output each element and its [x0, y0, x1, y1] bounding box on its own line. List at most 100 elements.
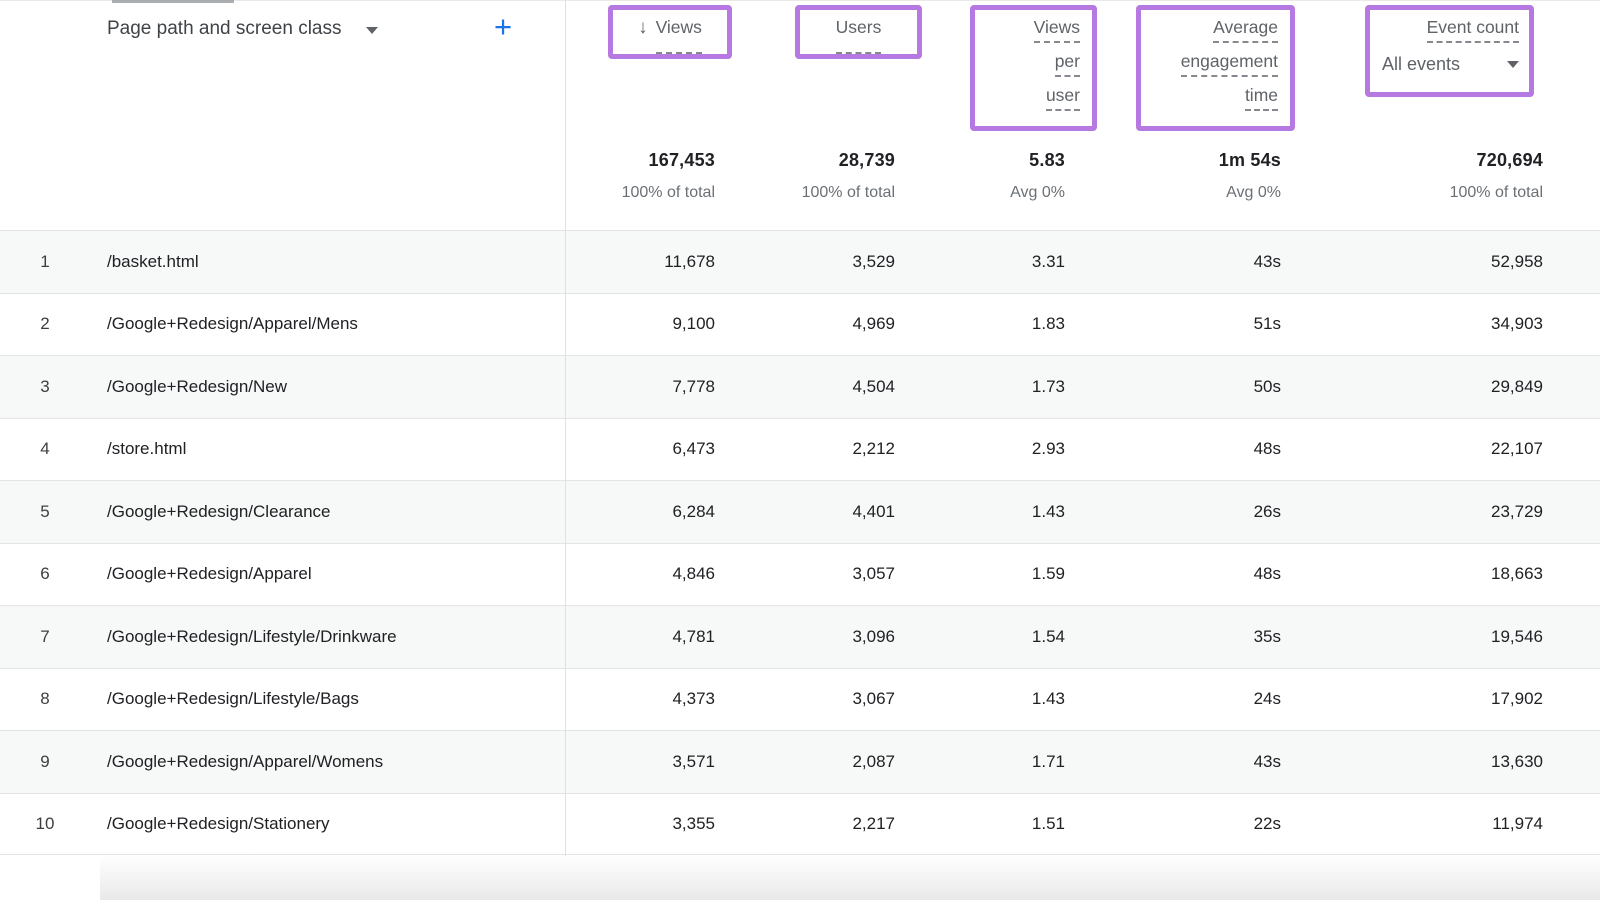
- row-rank: 10: [35, 813, 55, 833]
- cell-views-per-user: 1.71: [1031, 751, 1065, 771]
- total-users-subtext: 100% of total: [801, 184, 895, 201]
- sort-descending-icon[interactable]: ↓: [638, 17, 648, 38]
- total-avg-engagement-time: 1m 54s Avg 0%: [1065, 150, 1281, 202]
- table-row[interactable]: 7 /Google+Redesign/Lifestyle/Drinkware 4…: [0, 605, 1600, 668]
- row-rank: 5: [40, 501, 50, 521]
- cell-views-per-user: 1.83: [1031, 314, 1065, 334]
- cell-page-path[interactable]: /Google+Redesign/Apparel/Mens: [107, 314, 358, 334]
- views-per-user-column-header-highlight[interactable]: Views per user: [970, 5, 1097, 131]
- event-filter-value[interactable]: All events: [1382, 54, 1461, 74]
- row-rank: 9: [40, 751, 50, 771]
- total-users-value: 28,739: [838, 150, 895, 170]
- row-rank: 3: [40, 376, 50, 396]
- views-per-user-label-line2[interactable]: per: [1054, 51, 1080, 77]
- event-count-column-label[interactable]: Event count: [1426, 17, 1519, 43]
- event-filter-dropdown[interactable]: All events: [1382, 54, 1519, 75]
- cell-event-count: 17,902: [1491, 689, 1543, 709]
- cell-views: 3,355: [672, 813, 715, 833]
- cell-avg-engagement-time: 48s: [1253, 564, 1281, 584]
- avg-engagement-time-label-line2[interactable]: engagement: [1180, 51, 1278, 77]
- cell-views: 3,571: [672, 751, 715, 771]
- views-column-header-highlight[interactable]: ↓ Views: [608, 5, 732, 59]
- cell-avg-engagement-time: 26s: [1253, 501, 1281, 521]
- cell-event-count: 34,903: [1491, 314, 1543, 334]
- table-row[interactable]: 1 /basket.html 11,678 3,529 3.31 43s 52,…: [0, 230, 1600, 293]
- table-header: Page path and screen class + ↓ Views Use…: [0, 0, 1600, 230]
- total-avg-engagement-time-value: 1m 54s: [1218, 150, 1281, 170]
- cell-page-path[interactable]: /Google+Redesign/New: [107, 376, 288, 396]
- row-rank: 1: [40, 251, 50, 271]
- dimension-header-label[interactable]: Page path and screen class: [107, 18, 342, 39]
- cell-users: 4,969: [852, 314, 895, 334]
- cell-users: 2,087: [852, 751, 895, 771]
- cell-users: 3,057: [852, 564, 895, 584]
- cell-page-path[interactable]: /store.html: [107, 439, 187, 459]
- row-rank: 4: [40, 439, 50, 459]
- users-column-header-highlight[interactable]: Users: [795, 5, 922, 59]
- table-row[interactable]: 10 /Google+Redesign/Stationery 3,355 2,2…: [0, 792, 1600, 855]
- cell-users: 3,529: [852, 251, 895, 271]
- cell-page-path[interactable]: /Google+Redesign/Apparel/Womens: [107, 751, 384, 771]
- avg-engagement-time-label-line1[interactable]: Average: [1213, 17, 1278, 43]
- chevron-down-icon[interactable]: [365, 27, 378, 34]
- add-dimension-button[interactable]: +: [494, 9, 513, 44]
- cell-views: 11,678: [664, 251, 715, 271]
- cell-event-count: 52,958: [1491, 251, 1543, 271]
- table-row[interactable]: 4 /store.html 6,473 2,212 2.93 48s 22,10…: [0, 417, 1600, 480]
- cell-users: 2,212: [852, 439, 895, 459]
- table-row[interactable]: 9 /Google+Redesign/Apparel/Womens 3,571 …: [0, 730, 1600, 793]
- totals-row: 167,453 100% of total 28,739 100% of tot…: [0, 150, 1600, 202]
- views-column-label[interactable]: Views: [655, 17, 702, 54]
- row-rank: 7: [40, 626, 50, 646]
- cell-views: 9,100: [672, 314, 715, 334]
- avg-engagement-time-label-line3[interactable]: time: [1244, 85, 1278, 111]
- cell-page-path[interactable]: /Google+Redesign/Apparel: [107, 564, 312, 584]
- cell-page-path[interactable]: /Google+Redesign/Clearance: [107, 501, 331, 521]
- total-users: 28,739 100% of total: [715, 150, 895, 202]
- cell-page-path[interactable]: /Google+Redesign/Lifestyle/Bags: [107, 689, 359, 709]
- table-row[interactable]: 6 /Google+Redesign/Apparel 4,846 3,057 1…: [0, 542, 1600, 605]
- avg-engagement-time-column-header-highlight[interactable]: Average engagement time: [1136, 5, 1295, 131]
- cell-avg-engagement-time: 43s: [1253, 751, 1281, 771]
- cell-users: 3,096: [852, 626, 895, 646]
- dimension-header[interactable]: Page path and screen class: [107, 18, 378, 40]
- top-divider-segment: [112, 0, 234, 3]
- cell-views-per-user: 1.59: [1031, 564, 1065, 584]
- total-views: 167,453 100% of total: [565, 150, 715, 202]
- cell-views: 6,284: [672, 501, 715, 521]
- cell-views-per-user: 3.31: [1031, 251, 1065, 271]
- views-per-user-label-line1[interactable]: Views: [1033, 17, 1080, 43]
- cell-avg-engagement-time: 22s: [1253, 813, 1281, 833]
- cell-event-count: 23,729: [1491, 501, 1543, 521]
- cell-views: 4,846: [672, 564, 715, 584]
- cell-event-count: 13,630: [1491, 751, 1543, 771]
- cell-views-per-user: 2.93: [1031, 439, 1065, 459]
- chevron-down-icon[interactable]: [1507, 61, 1519, 68]
- total-views-per-user: 5.83 Avg 0%: [895, 150, 1065, 202]
- views-per-user-label-line3[interactable]: user: [1045, 85, 1080, 111]
- cell-users: 2,217: [852, 813, 895, 833]
- table-row[interactable]: 5 /Google+Redesign/Clearance 6,284 4,401…: [0, 480, 1600, 543]
- table-row[interactable]: 8 /Google+Redesign/Lifestyle/Bags 4,373 …: [0, 667, 1600, 730]
- cell-event-count: 22,107: [1491, 439, 1543, 459]
- cell-views-per-user: 1.43: [1031, 501, 1065, 521]
- table-row[interactable]: 3 /Google+Redesign/New 7,778 4,504 1.73 …: [0, 355, 1600, 418]
- table-row[interactable]: 2 /Google+Redesign/Apparel/Mens 9,100 4,…: [0, 292, 1600, 355]
- cell-event-count: 29,849: [1491, 376, 1543, 396]
- cell-users: 4,401: [852, 501, 895, 521]
- cell-views: 4,373: [672, 689, 715, 709]
- event-count-column-header-highlight[interactable]: Event count All events: [1365, 5, 1534, 97]
- cell-views-per-user: 1.43: [1031, 689, 1065, 709]
- cell-page-path[interactable]: /Google+Redesign/Stationery: [107, 813, 330, 833]
- row-rank: 6: [40, 564, 50, 584]
- row-rank: 2: [40, 314, 50, 334]
- cell-avg-engagement-time: 51s: [1253, 314, 1281, 334]
- cell-page-path[interactable]: /basket.html: [107, 251, 199, 271]
- total-event-count-value: 720,694: [1476, 150, 1543, 170]
- total-views-per-user-value: 5.83: [1029, 150, 1065, 170]
- cell-avg-engagement-time: 48s: [1253, 439, 1281, 459]
- users-column-label[interactable]: Users: [835, 17, 882, 54]
- cell-page-path[interactable]: /Google+Redesign/Lifestyle/Drinkware: [107, 626, 397, 646]
- total-views-subtext: 100% of total: [621, 184, 715, 201]
